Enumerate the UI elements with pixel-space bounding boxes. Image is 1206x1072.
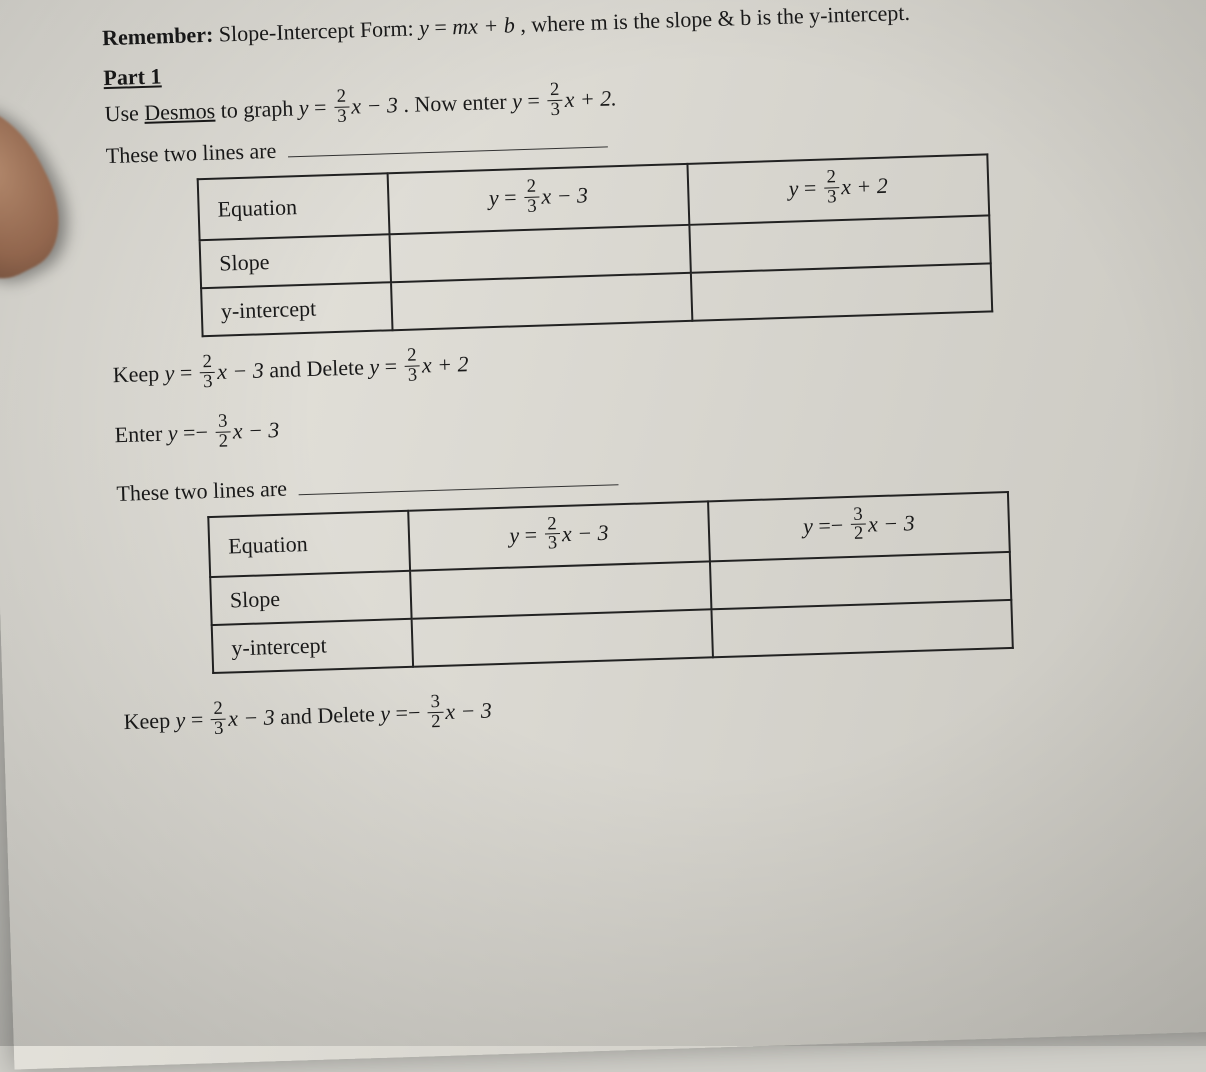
and-delete-label: and Delete (280, 701, 381, 729)
keep-label: Keep (123, 708, 176, 735)
finger-photo-artifact (0, 83, 81, 298)
formula-rhs: mx + b (452, 12, 515, 39)
desmos-link-text: Desmos (144, 98, 216, 125)
these-two-lines-2: These two lines are (116, 445, 1196, 507)
keep-label: Keep (112, 360, 165, 387)
y-var: y (298, 95, 309, 120)
remember-text-after: , where m is the slope & b is the y-inte… (520, 0, 910, 37)
table-parallel: Equation y = 23x − 3 y = 23x + 2 Slope y… (197, 154, 994, 337)
cell-yint-label: y-intercept (212, 619, 413, 673)
cell-slope-label: Slope (210, 571, 411, 625)
keep-delete-1: Keep y = 23x − 3 and Delete y = 23x + 2 (112, 324, 1193, 396)
these-two-label: These two lines are (106, 138, 277, 168)
cell-blank[interactable] (391, 273, 692, 330)
remember-text-before: Slope-Intercept Form: (218, 15, 419, 46)
fraction: 23 (547, 81, 564, 120)
cell-blank[interactable] (691, 263, 992, 320)
cell-equation-label: Equation (198, 174, 390, 240)
and-delete-label: and Delete (269, 354, 370, 382)
fill-in-blank[interactable] (298, 463, 619, 495)
fill-in-blank[interactable] (287, 126, 608, 158)
cell-equation-2: y = 23x + 2 (687, 155, 989, 225)
table-perpendicular: Equation y = 23x − 3 y =− 32x − 3 Slope … (207, 491, 1014, 675)
enter-label: Enter (114, 421, 168, 448)
worksheet-page: …erpendicular Lines Remember: Slope-Inte… (0, 0, 1206, 1069)
eq2-tail: x + 2. (564, 85, 617, 112)
use-mid: to graph (215, 95, 299, 123)
formula-lhs: y (419, 15, 430, 40)
cell-equation-label: Equation (208, 510, 410, 577)
y-var: y (512, 88, 523, 113)
eq1-tail: x − 3 (351, 92, 398, 118)
equals-sign: = (434, 14, 453, 40)
cell-equation-1: y = 23x − 3 (408, 501, 710, 571)
these-two-label-2: These two lines are (116, 475, 287, 505)
cell-blank[interactable] (412, 609, 713, 666)
cell-yint-label: y-intercept (201, 282, 392, 336)
enter-line: Enter y =− 32x − 3 (114, 384, 1195, 456)
keep-delete-2: Keep y = 23x − 3 and Delete y =− 32x − 3 (123, 671, 1204, 743)
cell-slope-label: Slope (200, 234, 391, 288)
cell-equation-1: y = 23x − 3 (388, 164, 690, 234)
remember-label: Remember: (102, 22, 214, 50)
now-enter: . Now enter (403, 89, 512, 117)
cell-blank[interactable] (711, 600, 1012, 657)
fraction: 23 (333, 87, 350, 126)
cell-equation-2: y =− 32x − 3 (708, 492, 1010, 562)
neg-sign: − (195, 420, 208, 445)
use-prefix: Use (104, 100, 144, 126)
